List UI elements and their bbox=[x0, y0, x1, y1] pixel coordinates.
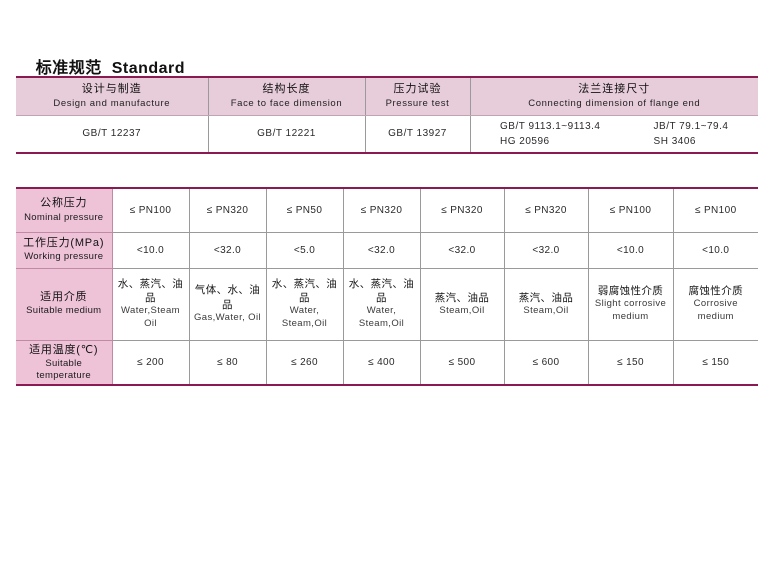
cell-working-pressure-3: <5.0 bbox=[266, 232, 344, 269]
header-flange-end: 法兰连接尺寸 Connecting dimension of flange en… bbox=[470, 77, 758, 116]
value-face-to-face: GB/T 12221 bbox=[208, 115, 366, 153]
cell-working-pressure-4: <32.0 bbox=[343, 232, 421, 269]
cell-suitable-medium-7-cn: 弱腐蚀性介质 bbox=[597, 285, 664, 298]
row-label-suitable-temperature-en: Suitable temperature bbox=[36, 357, 92, 382]
header-pressure-test-cn: 压力试验 bbox=[393, 82, 442, 95]
cell-suitable-medium-7-en: Slight corrosive medium bbox=[594, 298, 667, 323]
parameter-table: 公称压力 Nominal pressure ≤ PN100 ≤ PN320 ≤ … bbox=[16, 187, 758, 387]
table-row-suitable-medium: 适用介质 Suitable medium 水、蒸汽、油品 Water,Steam… bbox=[16, 268, 758, 341]
cell-nominal-pressure-3: ≤ PN50 bbox=[266, 188, 344, 233]
cell-suitable-medium-3: 水、蒸汽、油品 Water, Steam,Oil bbox=[266, 268, 344, 341]
cell-suitable-medium-1-en: Water,Steam Oil bbox=[121, 305, 180, 330]
header-flange-end-en: Connecting dimension of flange end bbox=[528, 97, 701, 109]
cell-suitable-medium-6-en: Steam,Oil bbox=[523, 304, 569, 316]
header-flange-end-cn: 法兰连接尺寸 bbox=[578, 82, 651, 95]
cell-suitable-medium-4: 水、蒸汽、油品 Water, Steam,Oil bbox=[343, 268, 421, 341]
cell-working-pressure-5: <32.0 bbox=[420, 232, 505, 269]
parameter-table-body: 公称压力 Nominal pressure ≤ PN100 ≤ PN320 ≤ … bbox=[16, 188, 758, 386]
page-title-spacer bbox=[102, 60, 112, 77]
cell-suitable-temperature-1: ≤ 200 bbox=[112, 340, 190, 386]
cell-suitable-medium-8-en: Corrosive medium bbox=[693, 298, 738, 323]
cell-suitable-temperature-6: ≤ 600 bbox=[504, 340, 589, 386]
cell-suitable-medium-7: 弱腐蚀性介质 Slight corrosive medium bbox=[588, 268, 674, 341]
cell-nominal-pressure-5: ≤ PN320 bbox=[420, 188, 505, 233]
value-design-and-manufacture: GB/T 12237 bbox=[16, 115, 209, 153]
table-row-working-pressure: 工作压力(MPa) Working pressure <10.0 <32.0 <… bbox=[16, 232, 758, 269]
cell-suitable-medium-5-cn: 蒸汽、油品 bbox=[434, 291, 490, 304]
row-label-working-pressure-cn: 工作压力(MPa) bbox=[23, 237, 105, 250]
cell-suitable-temperature-3: ≤ 260 bbox=[266, 340, 344, 386]
cell-nominal-pressure-4: ≤ PN320 bbox=[343, 188, 421, 233]
value-pressure-test: GB/T 13927 bbox=[365, 115, 471, 153]
row-label-suitable-medium-en: Suitable medium bbox=[26, 305, 102, 317]
standard-table-header-row: 设计与制造 Design and manufacture 结构长度 Face t… bbox=[16, 77, 758, 116]
cell-working-pressure-8: <10.0 bbox=[673, 232, 758, 269]
cell-suitable-medium-6: 蒸汽、油品 Steam,Oil bbox=[504, 268, 589, 341]
cell-suitable-temperature-8: ≤ 150 bbox=[702, 356, 730, 368]
cell-suitable-medium-4-cn: 水、蒸汽、油品 bbox=[348, 278, 415, 305]
standard-table-head: 设计与制造 Design and manufacture 结构长度 Face t… bbox=[16, 77, 758, 116]
flange-standards-left: GB/T 9113.1~9113.4 HG 20596 bbox=[500, 119, 600, 149]
standard-table-body: GB/T 12237 GB/T 12221 GB/T 13927 GB/T 91… bbox=[16, 115, 758, 153]
standard-table: 设计与制造 Design and manufacture 结构长度 Face t… bbox=[16, 76, 758, 154]
flange-standards-right: JB/T 79.1~79.4 SH 3406 bbox=[654, 119, 729, 149]
table-row-suitable-temperature: 适用温度(℃) Suitable temperature ≤ 200 ≤ 80 … bbox=[16, 340, 758, 386]
cell-nominal-pressure-1: ≤ PN100 bbox=[112, 188, 190, 233]
table-row-nominal-pressure: 公称压力 Nominal pressure ≤ PN100 ≤ PN320 ≤ … bbox=[16, 188, 758, 233]
header-pressure-test-en: Pressure test bbox=[385, 97, 450, 109]
cell-nominal-pressure-7: ≤ PN100 bbox=[588, 188, 674, 233]
header-design-and-manufacture: 设计与制造 Design and manufacture bbox=[16, 77, 209, 116]
row-label-working-pressure: 工作压力(MPa) Working pressure bbox=[16, 232, 113, 269]
header-face-to-face: 结构长度 Face to face dimension bbox=[208, 77, 366, 116]
row-label-nominal-pressure: 公称压力 Nominal pressure bbox=[16, 188, 113, 233]
cell-working-pressure-7: <10.0 bbox=[588, 232, 674, 269]
cell-suitable-medium-6-cn: 蒸汽、油品 bbox=[518, 291, 574, 304]
row-label-suitable-medium-cn: 适用介质 bbox=[40, 291, 88, 304]
cell-suitable-medium-1-cn: 水、蒸汽、油品 bbox=[117, 278, 184, 305]
cell-suitable-temperature-4: ≤ 400 bbox=[343, 340, 421, 386]
cell-suitable-medium-2-cn: 气体、水、油品 bbox=[194, 284, 261, 311]
header-design-and-manufacture-cn: 设计与制造 bbox=[81, 82, 142, 95]
cell-suitable-medium-1: 水、蒸汽、油品 Water,Steam Oil bbox=[112, 268, 190, 341]
row-label-suitable-medium: 适用介质 Suitable medium bbox=[16, 268, 113, 341]
cell-suitable-temperature-5: ≤ 500 bbox=[420, 340, 505, 386]
cell-suitable-medium-2: 气体、水、油品 Gas,Water, Oil bbox=[189, 268, 267, 341]
cell-working-pressure-6: <32.0 bbox=[504, 232, 589, 269]
page-title: 标准规范 Standard bbox=[16, 36, 185, 96]
cell-working-pressure-1: <10.0 bbox=[112, 232, 190, 269]
cell-nominal-pressure-6: ≤ PN320 bbox=[504, 188, 589, 233]
cell-suitable-medium-3-cn: 水、蒸汽、油品 bbox=[271, 278, 338, 305]
row-label-suitable-temperature-cn: 适用温度(℃) bbox=[29, 343, 99, 356]
header-face-to-face-en: Face to face dimension bbox=[230, 97, 343, 109]
header-pressure-test: 压力试验 Pressure test bbox=[365, 77, 471, 116]
standard-table-row: GB/T 12237 GB/T 12221 GB/T 13927 GB/T 91… bbox=[16, 115, 758, 153]
header-face-to-face-cn: 结构长度 bbox=[262, 82, 311, 95]
cell-suitable-temperature-7: ≤ 150 bbox=[588, 340, 674, 386]
row-label-suitable-temperature: 适用温度(℃) Suitable temperature bbox=[16, 340, 113, 386]
cell-working-pressure-2: <32.0 bbox=[189, 232, 267, 269]
row-label-working-pressure-en: Working pressure bbox=[24, 251, 104, 263]
header-design-and-manufacture-en: Design and manufacture bbox=[53, 97, 171, 109]
value-flange-end: GB/T 9113.1~9113.4 HG 20596 JB/T 79.1~79… bbox=[470, 115, 758, 153]
row-label-nominal-pressure-en: Nominal pressure bbox=[24, 211, 104, 223]
cell-suitable-medium-5-en: Steam,Oil bbox=[439, 304, 485, 316]
cell-suitable-medium-5: 蒸汽、油品 Steam,Oil bbox=[420, 268, 505, 341]
cell-suitable-temperature-2: ≤ 80 bbox=[189, 340, 267, 386]
flange-standard-sh-3406: SH 3406 bbox=[653, 135, 696, 147]
cell-suitable-medium-8-cn: 腐蚀性介质 bbox=[688, 285, 743, 298]
flange-standard-gbt-9113: GB/T 9113.1~9113.4 bbox=[500, 120, 601, 132]
flange-standard-hg-20596: HG 20596 bbox=[500, 135, 550, 147]
page-title-en: Standard bbox=[111, 60, 186, 77]
cell-suitable-medium-3-en: Water, Steam,Oil bbox=[281, 305, 328, 330]
cell-nominal-pressure-2: ≤ PN320 bbox=[189, 188, 267, 233]
row-label-nominal-pressure-cn: 公称压力 bbox=[40, 197, 88, 210]
cell-nominal-pressure-8: ≤ PN100 bbox=[673, 188, 758, 233]
flange-standard-jbt-79: JB/T 79.1~79.4 bbox=[653, 120, 729, 132]
cell-suitable-medium-2-en: Gas,Water, Oil bbox=[193, 311, 261, 323]
cell-suitable-medium-8: 腐蚀性介质 Corrosive medium bbox=[673, 268, 758, 341]
flange-standards-group: GB/T 9113.1~9113.4 HG 20596 JB/T 79.1~79… bbox=[474, 119, 756, 149]
cell-suitable-medium-4-en: Water, Steam,Oil bbox=[358, 305, 405, 330]
page-title-cn: 标准规范 bbox=[35, 60, 102, 77]
